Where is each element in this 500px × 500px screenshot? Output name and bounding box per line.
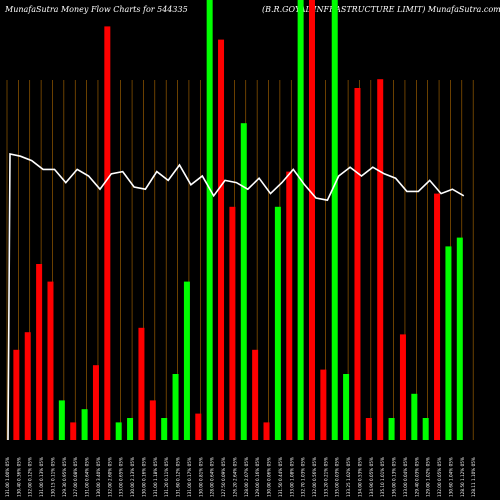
x-tick-label: 127.00 0.08% 05% (73, 457, 78, 497)
money-flow-bar (92, 365, 99, 440)
money-flow-bar (195, 413, 202, 440)
x-tick-label: 130.00 3.40% 05% (96, 457, 101, 497)
x-tick-label: 127.50 0.09% 05% (221, 457, 226, 497)
money-flow-bar (308, 0, 315, 440)
chart-subtitle: (B.R.GOYAL INFRASTRUCTURE LIMIT) MunafaS… (262, 5, 500, 14)
x-tick-label: 133.20 0.21% 05% (323, 457, 328, 497)
x-tick-label: 131.00 0.17% 05% (187, 457, 192, 497)
money-flow-bar (456, 237, 463, 440)
x-tick-label: 130.40 0.36% 05% (16, 457, 21, 497)
x-tick-label: 130.00 0.81% 05% (198, 457, 203, 497)
money-flow-bar (399, 334, 406, 440)
money-flow-bar (297, 0, 304, 440)
money-flow-bar (36, 264, 43, 440)
money-flow-bar (274, 206, 281, 440)
bar-layer (13, 0, 463, 441)
money-flow-bar (47, 281, 54, 440)
money-flow-bar (149, 400, 156, 440)
money-flow-bar (365, 418, 372, 440)
x-tick-label: 132.70 1.03% 05% (301, 457, 306, 497)
money-flow-bar (240, 123, 247, 440)
x-tick-label: 131.50 0.44% 05% (278, 457, 283, 497)
x-tick-label: 128.11 1.10% 05% (471, 457, 476, 497)
x-tick-label: 129.30 0.95% 05% (62, 457, 67, 497)
money-flow-bar (58, 400, 65, 440)
x-tick-label: 133.00 0.04% 05% (403, 457, 408, 497)
x-tick-label: 128.00 2.07% 05% (244, 457, 249, 497)
x-tick-label: 133.00 0.65% 05% (119, 457, 124, 497)
money-flow-bar (411, 393, 418, 440)
money-flow-bar (422, 418, 429, 440)
money-flow-bar (70, 422, 77, 440)
x-tick-label: 134.00 0.53% 05% (357, 457, 362, 497)
x-tick-label: 132.00 0.56% 05% (312, 457, 317, 497)
x-tick-label: 128.00 0.64% 05% (210, 457, 215, 497)
chart-title: MunafaSutra Money Flow Charts for 544335 (5, 5, 188, 14)
x-tick-label: 135.10 1.01% 05% (380, 457, 385, 497)
x-tick-label: 131.00 0.13% 05% (39, 457, 44, 497)
money-flow-bar (263, 422, 270, 440)
money-flow-bar (445, 246, 452, 440)
x-tick-label: 136.00 0.13% 05% (392, 457, 397, 497)
money-flow-bar (354, 88, 361, 440)
money-flow-bar (104, 26, 111, 441)
x-tick-label: 130.60 1.04% 05% (448, 457, 453, 497)
money-flow-bar (172, 374, 179, 440)
money-flow-bar (388, 418, 395, 440)
x-tick-label: 132.00 0.12% 05% (28, 457, 33, 497)
money-flow-bar (377, 79, 384, 440)
x-tick-label: 132.00 2.60% 05% (107, 457, 112, 497)
line-layer (7, 153, 465, 441)
money-flow-bar (331, 0, 338, 440)
x-tick-label: 135.00 0.03% 05% (335, 457, 340, 497)
money-flow-bar (138, 327, 145, 440)
x-tick-label: 134.90 0.05% 05% (369, 457, 374, 497)
x-tick-label: 130.15 0.11% 05% (50, 457, 55, 497)
x-tick-label: 130.00 0.16% 05% (141, 457, 146, 497)
money-flow-bar (127, 418, 134, 440)
money-flow-bar (286, 171, 293, 440)
money-flow-bar (115, 422, 122, 440)
x-tick-label: 131.00 1.18% 05% (153, 457, 158, 497)
x-tick-label: 131.60 0.12% 05% (176, 457, 181, 497)
x-tick-label: 126.20 2.64% 05% (232, 457, 237, 497)
money-flow-bar (218, 39, 225, 440)
money-flow-bar (206, 0, 213, 440)
price-line (7, 153, 465, 441)
x-tick-label: 128.50 1.12% 05% (460, 457, 465, 497)
x-tick-label: 130.00 2.13% 05% (130, 457, 135, 497)
money-flow-bar (229, 206, 236, 440)
x-tick-label: 132.00 0.05% 05% (437, 457, 442, 497)
money-flow-bar (252, 349, 259, 440)
x-tick-label: 133.00 1.08% 05% (289, 457, 294, 497)
money-flow-bar (24, 332, 31, 440)
money-flow-bar (81, 409, 88, 440)
x-tick-label: 131.00 0.64% 05% (85, 457, 90, 497)
x-tick-label: 131.20 0.11% 05% (164, 457, 169, 497)
x-tick-label: 133.25 1.02% 05% (346, 457, 351, 497)
x-tick-label: 130.00 0.06% 05% (267, 457, 272, 497)
x-tick-label: 129.00 0.16% 05% (255, 457, 260, 497)
money-flow-bar (343, 374, 350, 440)
money-flow-bar (161, 418, 168, 440)
money-flow-bar (183, 281, 190, 440)
x-tick-label: 129.40 0.03% 05% (414, 457, 419, 497)
x-tick-label: 131.00 1.00% 05% (5, 457, 10, 497)
label-layer: 131.00 1.00% 05% 130.40 0.36% 05% 132.00 0… (5, 457, 476, 497)
money-flow-bar (320, 369, 327, 440)
x-tick-label: 129.00 1.02% 05% (426, 457, 431, 497)
money-flow-bar (13, 349, 20, 440)
money-flow-bar (434, 193, 441, 440)
